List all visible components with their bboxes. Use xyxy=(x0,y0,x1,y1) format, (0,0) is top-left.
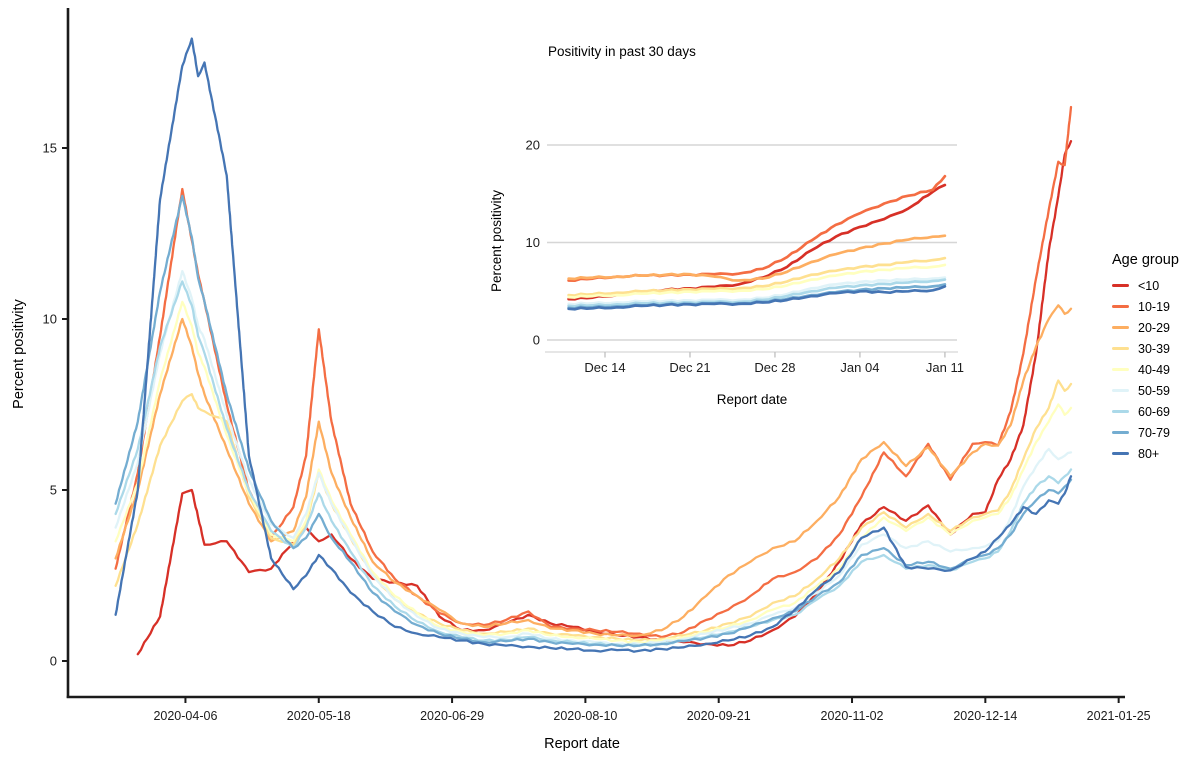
inset-x-tick-label: Jan 04 xyxy=(840,360,879,375)
main-y-tick-label: 15 xyxy=(43,141,57,156)
legend-title: Age group xyxy=(1112,252,1179,268)
inset-x-axis-title: Report date xyxy=(716,392,788,407)
main-line-50-59 xyxy=(114,269,1073,647)
main-x-tick-label: 2020-11-02 xyxy=(821,709,884,723)
legend-item-10: <10 xyxy=(1112,275,1179,296)
inset-x-tick-label: Dec 21 xyxy=(669,360,710,375)
legend-swatch-40-49 xyxy=(1112,368,1129,371)
legend-item-60-69: 60-69 xyxy=(1112,401,1179,422)
legend-item-20-29: 20-29 xyxy=(1112,317,1179,338)
inset-chart-title: Positivity in past 30 days xyxy=(548,44,696,59)
legend-item-70-79: 70-79 xyxy=(1112,422,1179,443)
inset-y-tick-label: 0 xyxy=(533,333,540,348)
main-line-60-69 xyxy=(114,280,1073,648)
inset-x-tick-label: Jan 11 xyxy=(926,360,964,375)
main-line-10 xyxy=(136,140,1073,656)
legend-swatch-20-29 xyxy=(1112,326,1129,329)
main-x-tick-label: 2020-06-29 xyxy=(420,709,484,723)
inset-line-20-29 xyxy=(567,234,947,282)
legend-label: 10-19 xyxy=(1138,299,1170,314)
main-line-80 xyxy=(114,37,1073,653)
main-line-20-29 xyxy=(114,304,1073,638)
legend-items: <10 10-19 20-29 30-39 40-49 50-59 60-69 70-79 80… xyxy=(1112,275,1179,464)
legend-item-40-49: 40-49 xyxy=(1112,359,1179,380)
inset-line-50-59 xyxy=(567,276,947,306)
main-x-tick-label: 2021-01-25 xyxy=(1087,709,1151,723)
legend-label: 50-59 xyxy=(1138,383,1170,398)
legend-label: 60-69 xyxy=(1138,404,1170,419)
legend-label: 80+ xyxy=(1138,446,1160,461)
main-y-tick-label: 5 xyxy=(50,483,57,498)
legend-label: 70-79 xyxy=(1138,425,1170,440)
inset-line-30-39 xyxy=(567,256,947,297)
inset-y-tick-label: 20 xyxy=(526,138,540,153)
main-y-tick-label: 10 xyxy=(43,312,57,327)
main-line-40-49 xyxy=(114,300,1073,645)
legend-swatch-80 xyxy=(1112,452,1129,455)
main-y-axis-title: Percent positivity xyxy=(11,299,27,409)
legend-swatch-50-59 xyxy=(1112,389,1129,392)
legend-item-80: 80+ xyxy=(1112,443,1179,464)
legend-label: 40-49 xyxy=(1138,362,1170,377)
legend-label: 20-29 xyxy=(1138,320,1170,335)
legend-item-50-59: 50-59 xyxy=(1112,380,1179,401)
inset-x-tick-label: Dec 14 xyxy=(584,360,625,375)
legend-swatch-70-79 xyxy=(1112,431,1129,434)
main-x-tick-label: 2020-04-06 xyxy=(153,709,217,723)
main-y-tick-label: 0 xyxy=(50,654,57,669)
inset-y-tick-label: 10 xyxy=(526,235,540,250)
main-x-axis-title: Report date xyxy=(544,736,620,752)
inset-line-60-69 xyxy=(567,278,947,308)
legend-label: 30-39 xyxy=(1138,341,1170,356)
main-x-tick-label: 2020-05-18 xyxy=(287,709,351,723)
legend-swatch-60-69 xyxy=(1112,410,1129,413)
main-x-tick-label: 2020-12-14 xyxy=(953,709,1017,723)
legend-item-10-19: 10-19 xyxy=(1112,296,1179,317)
main-x-tick-label: 2020-08-10 xyxy=(553,709,617,723)
inset-y-axis-title: Percent positivity xyxy=(489,189,504,293)
inset-x-tick-label: Dec 28 xyxy=(754,360,795,375)
main-x-tick-label: 2020-09-21 xyxy=(687,709,751,723)
legend-swatch-10-19 xyxy=(1112,305,1129,308)
inset-line-80 xyxy=(567,285,947,311)
legend-swatch-10 xyxy=(1112,284,1129,287)
legend-label: <10 xyxy=(1138,278,1160,293)
main-line-70-79 xyxy=(114,194,1073,648)
legend-item-30-39: 30-39 xyxy=(1112,338,1179,359)
legend: Age group <10 10-19 20-29 30-39 40-49 50-59 60… xyxy=(1112,252,1179,464)
inset-line-40-49 xyxy=(567,263,947,299)
legend-swatch-30-39 xyxy=(1112,347,1129,350)
